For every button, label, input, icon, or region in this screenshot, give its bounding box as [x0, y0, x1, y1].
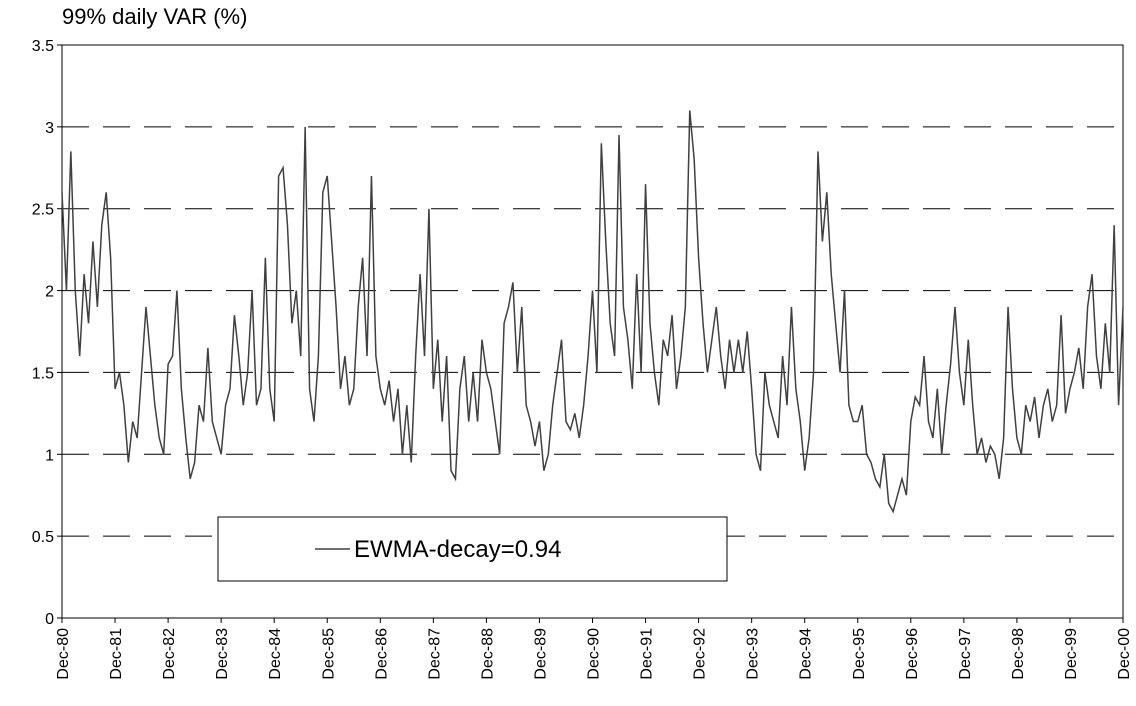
x-tick-label: Dec-90 — [586, 628, 603, 680]
x-tick-label: Dec-88 — [479, 628, 496, 680]
x-tick-label: Dec-80 — [55, 628, 72, 680]
x-tick-label: Dec-95 — [851, 628, 868, 680]
x-tick-label: Dec-91 — [639, 628, 656, 680]
x-tick-label: Dec-81 — [108, 628, 125, 680]
legend-label: EWMA-decay=0.94 — [354, 536, 561, 563]
x-tick-label: Dec-99 — [1063, 628, 1080, 680]
y-tick-label: 3 — [45, 120, 54, 137]
y-tick-label: 0.5 — [32, 529, 54, 546]
y-tick-label: 3.5 — [32, 38, 54, 55]
x-tick-label: Dec-83 — [214, 628, 231, 680]
y-tick-label: 0 — [45, 611, 54, 628]
x-tick-label: Dec-85 — [320, 628, 337, 680]
line — [61, 110, 1124, 514]
legend-box — [217, 516, 728, 582]
x-tick-label: Dec-84 — [267, 628, 284, 680]
chart-title: 99% daily VAR (%) — [62, 4, 247, 29]
y-tick-label: 2 — [45, 284, 54, 301]
x-tick-label: Dec-00 — [1116, 628, 1133, 680]
x-tick-label: Dec-86 — [373, 628, 390, 680]
x-tick-label: Dec-98 — [1010, 628, 1027, 680]
y-tick-label: 1 — [45, 447, 54, 464]
y-tick-label: 1.5 — [32, 365, 54, 382]
x-tick-label: Dec-82 — [161, 628, 178, 680]
x-tick-label: Dec-94 — [798, 628, 815, 680]
x-tick-label: Dec-96 — [904, 628, 921, 680]
x-tick-label: Dec-93 — [745, 628, 762, 680]
x-tick-label: Dec-92 — [692, 628, 709, 680]
x-tick-label: Dec-89 — [532, 628, 549, 680]
x-tick-label: Dec-87 — [426, 628, 443, 680]
y-tick-label: 2.5 — [32, 202, 54, 219]
x-tick-label: Dec-97 — [957, 628, 974, 680]
